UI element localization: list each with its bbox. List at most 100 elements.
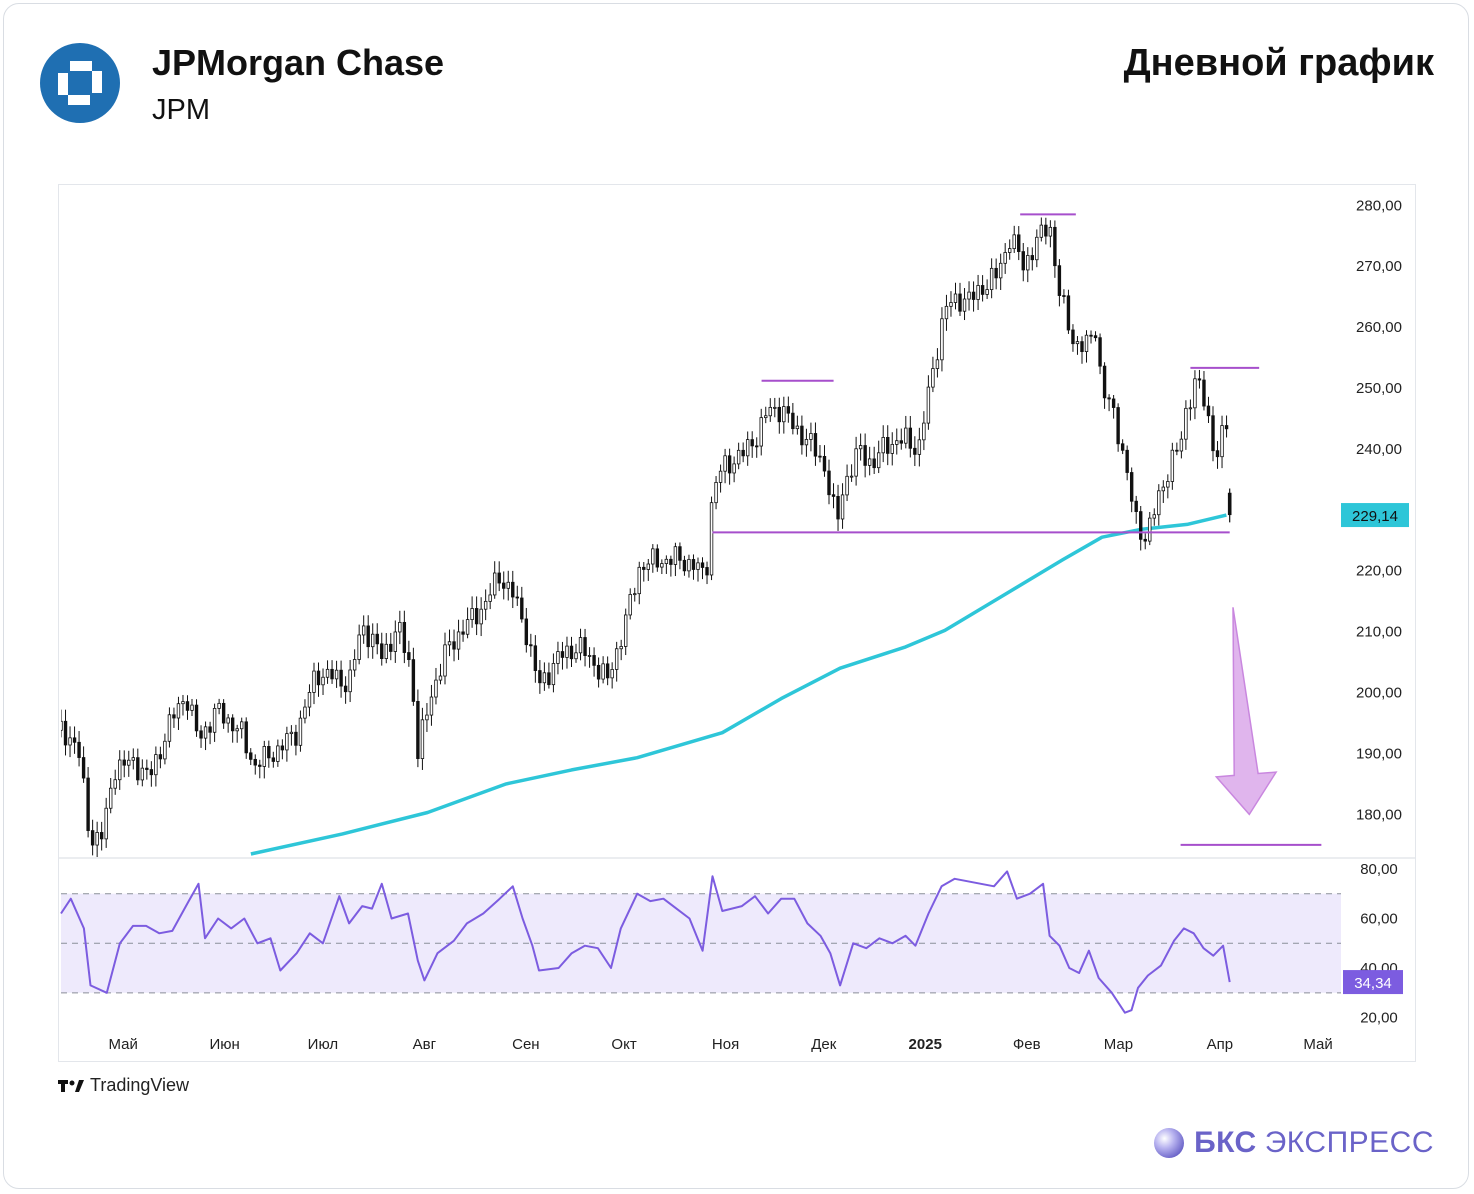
candle-body [777, 406, 782, 423]
candle [1003, 243, 1007, 274]
candle-body [325, 668, 330, 678]
candle-body [474, 608, 479, 625]
candle [1202, 371, 1206, 411]
candle [858, 433, 863, 461]
candle-body [1170, 449, 1175, 482]
candle [1102, 362, 1107, 409]
candle [849, 464, 854, 482]
candle [989, 258, 994, 299]
candle-body [551, 663, 556, 686]
rsi-value-badge: 34,34 [1343, 970, 1403, 995]
candle [1129, 467, 1134, 513]
candle [411, 647, 416, 706]
candle [985, 279, 989, 299]
candle [759, 408, 763, 456]
candle-body [750, 439, 754, 447]
candle-body [113, 779, 117, 789]
candle-body [303, 706, 307, 719]
candle [511, 570, 515, 609]
candle [569, 636, 574, 668]
candle [334, 660, 339, 688]
time-tick-label: Апр [1207, 1036, 1233, 1053]
candle-body [1134, 500, 1138, 512]
candle-body [664, 558, 669, 564]
candle-body [470, 608, 474, 620]
candle-body [660, 563, 664, 568]
candle [714, 476, 718, 510]
candle [917, 427, 922, 467]
candle-body [371, 633, 375, 648]
candle-body [276, 745, 280, 762]
express-label: ЭКСПРЕСС [1264, 1126, 1434, 1159]
candle-body [352, 659, 357, 671]
candle-body [235, 728, 239, 732]
candle-body [1125, 449, 1129, 473]
candle-body [1148, 517, 1152, 542]
candle [325, 660, 330, 684]
candle-body [867, 458, 872, 466]
candle-body [90, 830, 95, 846]
chart-title: Дневной график [1123, 42, 1434, 84]
candle-body [940, 318, 944, 361]
candle-body [619, 646, 623, 650]
candle [357, 624, 361, 665]
candle-body [429, 696, 434, 716]
candle-body [678, 546, 682, 561]
candle [339, 660, 343, 698]
candle-body [1157, 490, 1161, 516]
candle [610, 662, 614, 689]
candle-body [899, 440, 903, 444]
candle-body [1012, 234, 1016, 250]
candle [700, 557, 705, 580]
candle [1107, 394, 1111, 412]
candle-body [759, 417, 763, 447]
candle [167, 707, 172, 748]
candle-body [1166, 481, 1170, 488]
candle-body [637, 566, 641, 595]
candle [876, 440, 881, 474]
candle [289, 725, 294, 746]
candle-body [745, 439, 750, 457]
candle-body [854, 448, 858, 477]
candle-body [312, 670, 316, 693]
candle [646, 558, 650, 581]
rsi-line [60, 870, 1231, 1014]
candle-body [461, 631, 465, 635]
candle [1089, 330, 1093, 344]
candle [402, 610, 407, 664]
candle [393, 620, 398, 663]
candle [276, 739, 280, 767]
candle [230, 714, 235, 743]
candle-body [1075, 341, 1080, 345]
candle [890, 432, 894, 466]
candle-body [190, 704, 194, 711]
candle-body [149, 769, 154, 776]
candle [678, 542, 682, 570]
candle [533, 635, 538, 683]
candle-body [886, 437, 890, 454]
candle-body [741, 449, 745, 457]
candle-body [560, 651, 565, 658]
candle [583, 628, 587, 667]
candle [628, 588, 632, 620]
candle-body [985, 289, 989, 295]
candle-body [1116, 407, 1120, 445]
candle [1111, 395, 1116, 419]
candle [343, 676, 348, 704]
candle [249, 748, 253, 766]
candle [208, 721, 212, 745]
candles [61, 217, 1229, 857]
candle-body [967, 291, 971, 300]
candle [1197, 369, 1202, 389]
candle [1161, 480, 1166, 503]
price-tick-label: 280,00 [1356, 197, 1402, 214]
candle-body [203, 726, 208, 739]
candle-body [452, 641, 456, 650]
candle [971, 281, 976, 312]
time-tick-label: Сен [512, 1036, 539, 1053]
candle [605, 656, 610, 686]
candle [637, 561, 641, 605]
candle-body [479, 608, 483, 625]
candle [596, 657, 601, 688]
